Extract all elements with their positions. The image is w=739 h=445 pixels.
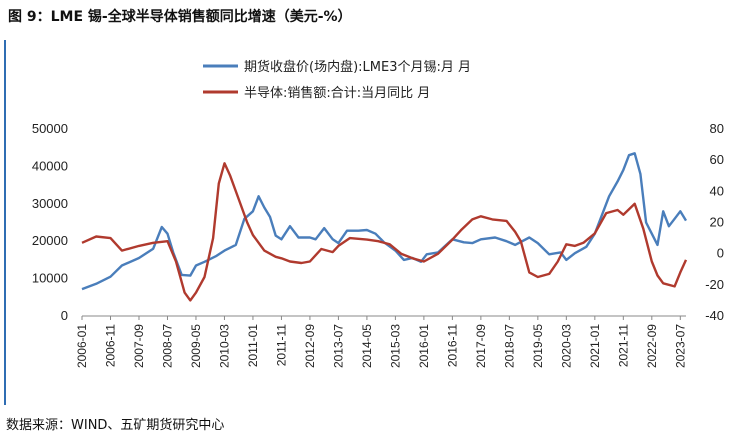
x-tick-label: 2023-07 [673, 324, 687, 368]
y-left-tick-label: 0 [61, 308, 68, 323]
y-right-tick-label: 40 [710, 183, 724, 198]
x-tick-label: 2020-03 [559, 324, 573, 368]
legend-label: 期货收盘价(场内盘):LME3个月锡:月 月 [244, 59, 471, 75]
x-tick-label: 2015-03 [388, 324, 402, 368]
legend-label: 半导体:销售额:合计:当月同比 月 [244, 85, 430, 101]
x-tick-label: 2016-11 [445, 324, 459, 367]
x-tick-label: 2019-05 [531, 324, 545, 368]
x-tick-label: 2017-09 [474, 324, 488, 368]
x-tick-label: 2021-11 [616, 324, 630, 367]
y-right-tick-label: 60 [710, 152, 724, 167]
x-tick-label: 2016-01 [417, 324, 431, 368]
x-tick-label: 2011-01 [246, 324, 260, 367]
x-tick-label: 2006-01 [75, 324, 89, 368]
y-right-tick-label: -40 [705, 308, 724, 323]
y-left-tick-label: 10000 [32, 271, 68, 286]
y-left-tick-label: 40000 [32, 158, 68, 173]
x-tick-label: 2022-09 [645, 324, 659, 368]
y-left-tick-label: 50000 [32, 121, 68, 136]
chart-axes: 0 10000 20000 30000 40000 50000 -40 -20 0 20 40 60 8… [32, 121, 724, 368]
x-tick-label: 2018-07 [502, 324, 516, 368]
y-right-tick-label: 20 [710, 215, 724, 230]
x-tick-label: 2008-07 [160, 324, 174, 368]
y-right-tick-label: 80 [710, 121, 724, 136]
left-accent-rule [4, 40, 6, 405]
chart-series-group [81, 152, 688, 302]
y-right-tick-label: -20 [705, 277, 724, 292]
series-line-lme-tin [81, 152, 688, 291]
x-tick-label: 2012-09 [303, 324, 317, 368]
data-source-note: 数据来源：WIND、五矿期货研究中心 [6, 418, 225, 433]
series-line-semiconductor-yoy [81, 162, 688, 302]
x-tick-label: 2006-11 [103, 324, 117, 367]
y-left-tick-label: 20000 [32, 233, 68, 248]
x-tick-label: 2010-03 [217, 324, 231, 368]
x-tick-label: 2007-09 [132, 324, 146, 368]
y-left-tick-label: 30000 [32, 196, 68, 211]
x-tick-label: 2009-05 [189, 324, 203, 368]
y-right-tick-label: 0 [717, 246, 724, 261]
x-tick-label: 2014-05 [360, 324, 374, 368]
x-tick-label: 2013-07 [331, 324, 345, 368]
x-tick-label: 2021-01 [588, 324, 602, 368]
chart-title: 图 9：LME 锡-全球半导体销售额同比增速（美元-%） [8, 9, 352, 25]
x-tick-label: 2011-11 [274, 324, 288, 367]
